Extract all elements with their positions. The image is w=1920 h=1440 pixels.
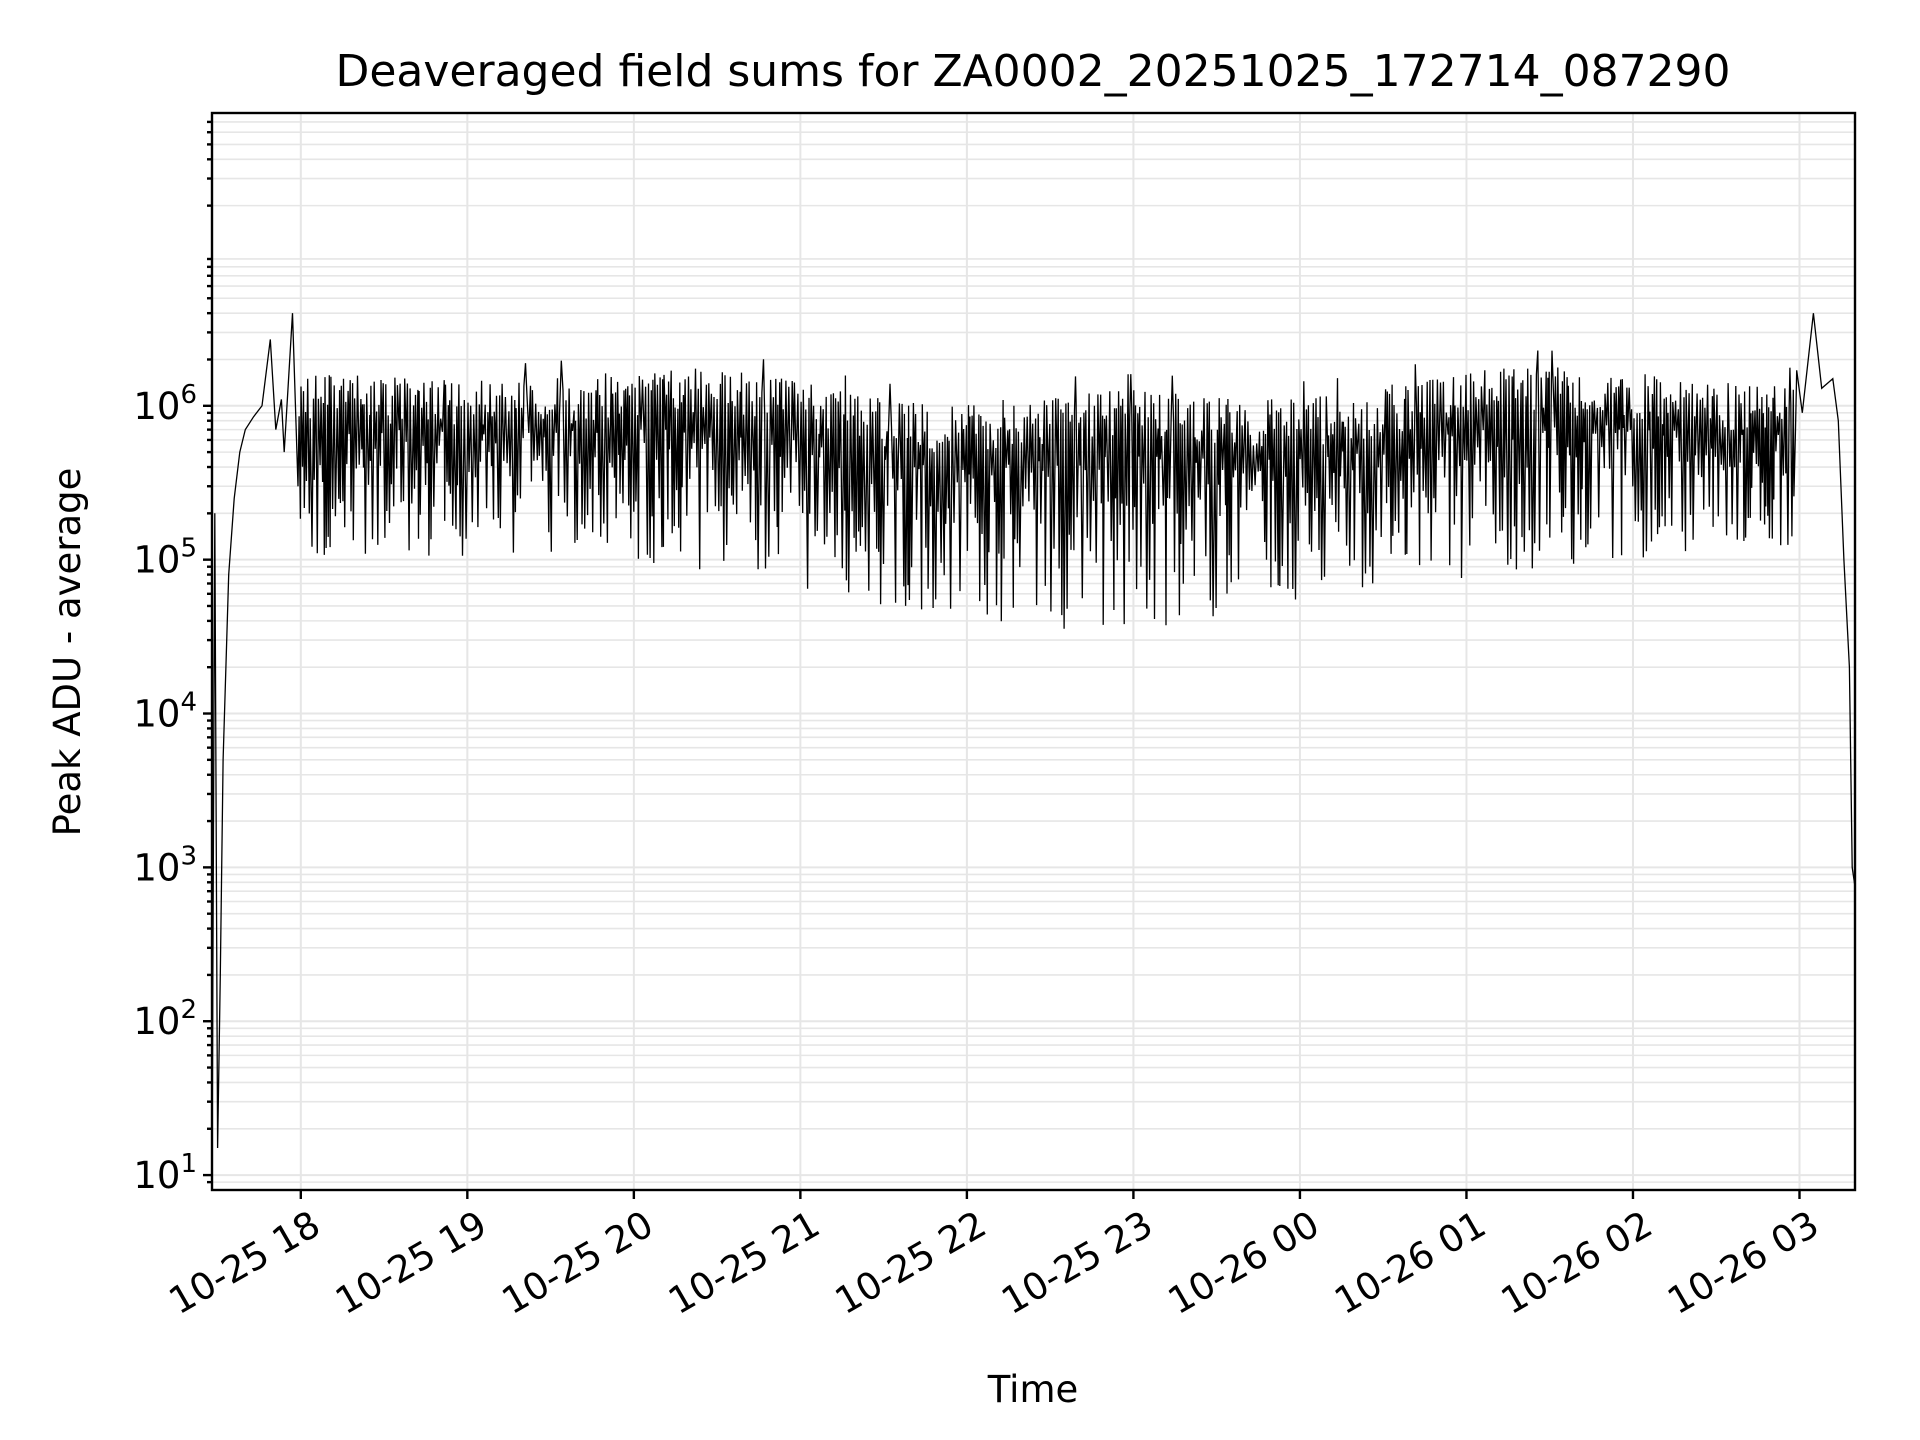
- y-tick-label: 106: [133, 380, 197, 428]
- y-axis: 101 102 103 104 105 106: [133, 120, 212, 1197]
- chart-title: Deaveraged field sums for ZA0002_2025102…: [335, 46, 1730, 97]
- y-tick-label: 104: [133, 688, 197, 736]
- y-tick-label: 105: [133, 534, 197, 582]
- series-line: [211, 313, 1856, 1183]
- y-axis-label: Peak ADU - average: [46, 468, 89, 837]
- plot-frame: [210, 111, 1857, 1192]
- x-axis-label: Time: [987, 1368, 1079, 1411]
- y-tick-label: 101: [133, 1149, 197, 1197]
- series-layer: [211, 313, 1856, 1183]
- y-tick-label: 102: [133, 995, 197, 1043]
- y-tick-label: 103: [133, 841, 197, 889]
